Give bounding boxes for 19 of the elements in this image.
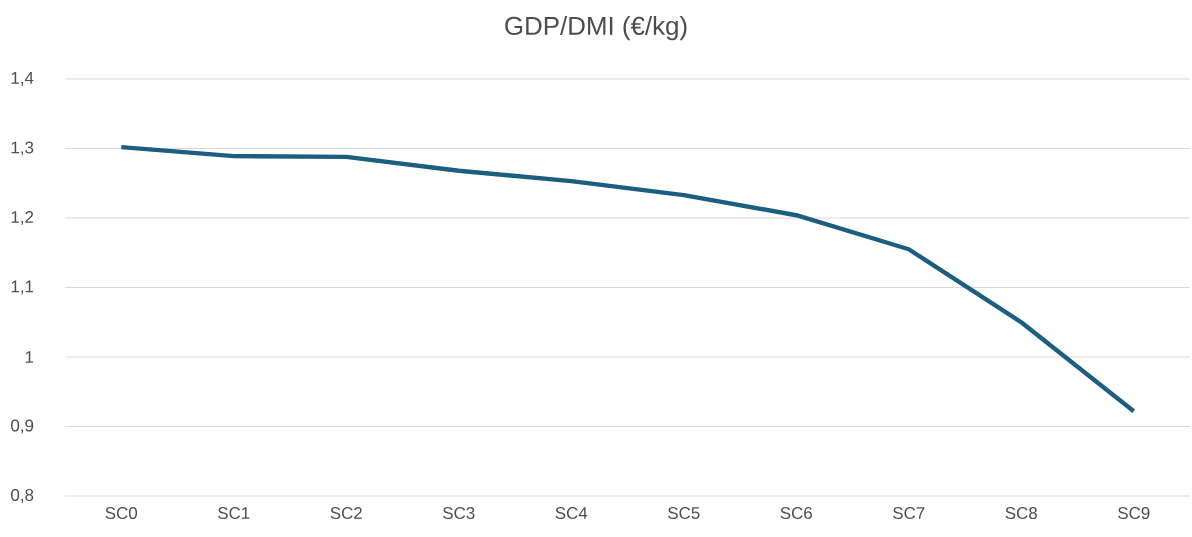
- y-tick-label: 1: [25, 351, 34, 363]
- x-tick-label: SC8: [1005, 507, 1037, 520]
- y-tick-label: 0,8: [11, 489, 34, 503]
- y-tick-label: 1,1: [11, 280, 34, 295]
- x-tick-label: SC0: [105, 507, 138, 520]
- x-tick-label: SC9: [1118, 507, 1150, 520]
- x-tick-label: SC7: [893, 507, 925, 520]
- y-tick-label: 1,3: [11, 141, 34, 156]
- y-tick-label: 1,2: [11, 211, 34, 225]
- line-series: [119, 144, 1136, 414]
- x-tick-label: SC3: [443, 507, 475, 520]
- y-tick-label: 1,4: [11, 72, 34, 86]
- x-tick-label: SC4: [555, 507, 588, 520]
- x-tick-label: SC5: [668, 507, 700, 520]
- x-tick-label: SC1: [218, 507, 250, 520]
- x-tick-label: SC6: [780, 507, 812, 520]
- x-tick-label: SC2: [330, 507, 362, 520]
- y-tick-label: 0,9: [11, 419, 34, 434]
- chart-title: GDP/DMI (€/kg): [505, 16, 687, 41]
